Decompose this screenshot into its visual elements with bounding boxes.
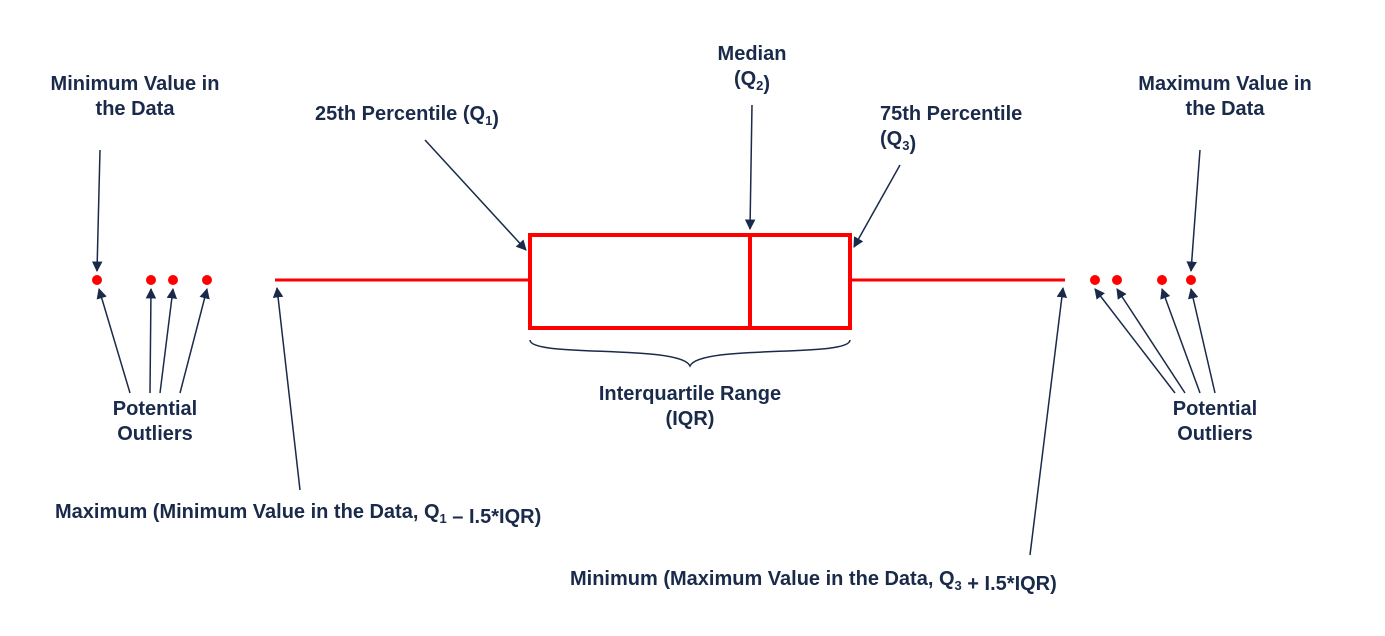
outlier-right-2	[1157, 275, 1167, 285]
label-upper-fence: Minimum (Maximum Value in the Data, Q3 +…	[570, 568, 1057, 595]
outlier-left-2	[168, 275, 178, 285]
label-q1: 25th Percentile (Q1)	[315, 103, 499, 130]
outlier-right-3	[1186, 275, 1196, 285]
arrow-q1	[425, 140, 526, 250]
label-max-value: Maximum Value inthe Data	[1138, 73, 1311, 120]
label-median: Median(Q2)	[718, 43, 787, 95]
iqr-box	[530, 235, 850, 328]
arrow-outliers-right-2	[1117, 289, 1185, 393]
label-outliers-left: PotentialOutliers	[113, 398, 197, 445]
boxplot-body	[92, 235, 1196, 328]
arrow-outliers-right-1	[1095, 289, 1175, 393]
iqr-brace	[530, 340, 850, 366]
outlier-left-3	[202, 275, 212, 285]
arrow-median	[750, 105, 752, 229]
boxplot-diagram: Minimum Value inthe Data 25th Percentile …	[0, 0, 1385, 636]
arrow-max-value	[1191, 150, 1200, 271]
arrow-outliers-left-1	[99, 289, 130, 393]
outlier-right-0	[1090, 275, 1100, 285]
outlier-left-0	[92, 275, 102, 285]
label-q3: 75th Percentile(Q3)	[880, 103, 1022, 155]
label-min-value: Minimum Value inthe Data	[51, 73, 220, 120]
label-iqr: Interquartile Range(IQR)	[599, 383, 781, 430]
arrow-outliers-left-2	[150, 289, 151, 393]
arrow-outliers-left-3	[160, 289, 173, 393]
arrow-q3	[854, 165, 900, 247]
arrow-lower-fence	[277, 288, 300, 490]
arrow-min-value	[97, 150, 100, 271]
outlier-right-1	[1112, 275, 1122, 285]
label-outliers-right: PotentialOutliers	[1173, 398, 1257, 445]
arrow-outliers-left-4	[180, 289, 207, 393]
arrow-upper-fence	[1030, 288, 1063, 555]
label-lower-fence: Maximum (Minimum Value in the Data, Q1 –…	[55, 501, 541, 528]
outlier-left-1	[146, 275, 156, 285]
